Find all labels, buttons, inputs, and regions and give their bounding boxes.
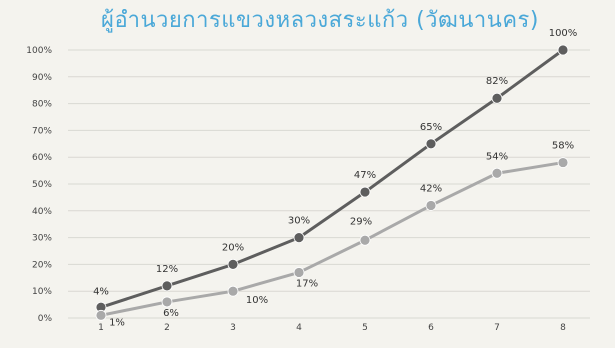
chart-title: ผู้อำนวยการแขวงหลวงสระแก้ว (วัฒนานคร) — [101, 8, 539, 33]
data-point — [359, 234, 371, 246]
data-label: 47% — [354, 170, 376, 181]
y-tick-label: 100% — [26, 46, 52, 56]
y-tick-label: 90% — [32, 73, 52, 83]
x-tick-label: 6 — [428, 323, 434, 333]
data-point — [227, 285, 239, 297]
y-tick-label: 40% — [32, 207, 52, 217]
data-point — [95, 309, 107, 321]
x-tick-label: 1 — [98, 323, 104, 333]
data-label: 10% — [246, 295, 268, 306]
data-point — [293, 267, 305, 278]
x-tick-label: 4 — [296, 323, 302, 333]
data-label: 100% — [549, 28, 578, 39]
data-label: 54% — [486, 151, 508, 162]
data-point — [491, 92, 503, 104]
data-point — [557, 44, 569, 56]
data-label: 4% — [93, 286, 109, 297]
x-tick-label: 8 — [560, 323, 566, 333]
data-point — [425, 200, 437, 211]
data-point — [425, 138, 437, 150]
x-tick-label: 2 — [164, 323, 170, 333]
data-label: 65% — [420, 122, 442, 133]
data-point — [491, 167, 503, 179]
y-tick-label: 80% — [32, 100, 52, 110]
data-label: 82% — [486, 76, 508, 87]
data-point — [161, 296, 173, 308]
data-point — [359, 186, 371, 198]
y-tick-label: 20% — [32, 260, 52, 270]
data-label: 12% — [156, 264, 178, 275]
data-label: 1% — [109, 317, 125, 328]
y-tick-label: 30% — [32, 234, 52, 244]
data-point — [161, 280, 173, 292]
series-line — [100, 48, 564, 309]
data-label: 29% — [350, 216, 372, 227]
data-label: 17% — [296, 278, 318, 289]
data-label: 6% — [163, 308, 179, 319]
data-label: 30% — [288, 216, 310, 227]
y-tick-label: 70% — [32, 126, 52, 136]
data-point — [557, 157, 569, 168]
data-point — [293, 232, 305, 244]
data-label: 42% — [420, 183, 442, 194]
y-tick-label: 60% — [32, 153, 52, 163]
x-tick-label: 3 — [230, 323, 236, 333]
data-label: 58% — [552, 141, 574, 152]
data-point — [227, 258, 239, 270]
series-line — [100, 161, 564, 317]
data-label: 20% — [222, 242, 244, 253]
y-tick-label: 0% — [38, 314, 53, 324]
x-tick-label: 5 — [362, 323, 368, 333]
y-tick-label: 50% — [32, 180, 52, 190]
y-tick-label: 10% — [32, 287, 52, 297]
x-tick-label: 7 — [494, 323, 500, 333]
